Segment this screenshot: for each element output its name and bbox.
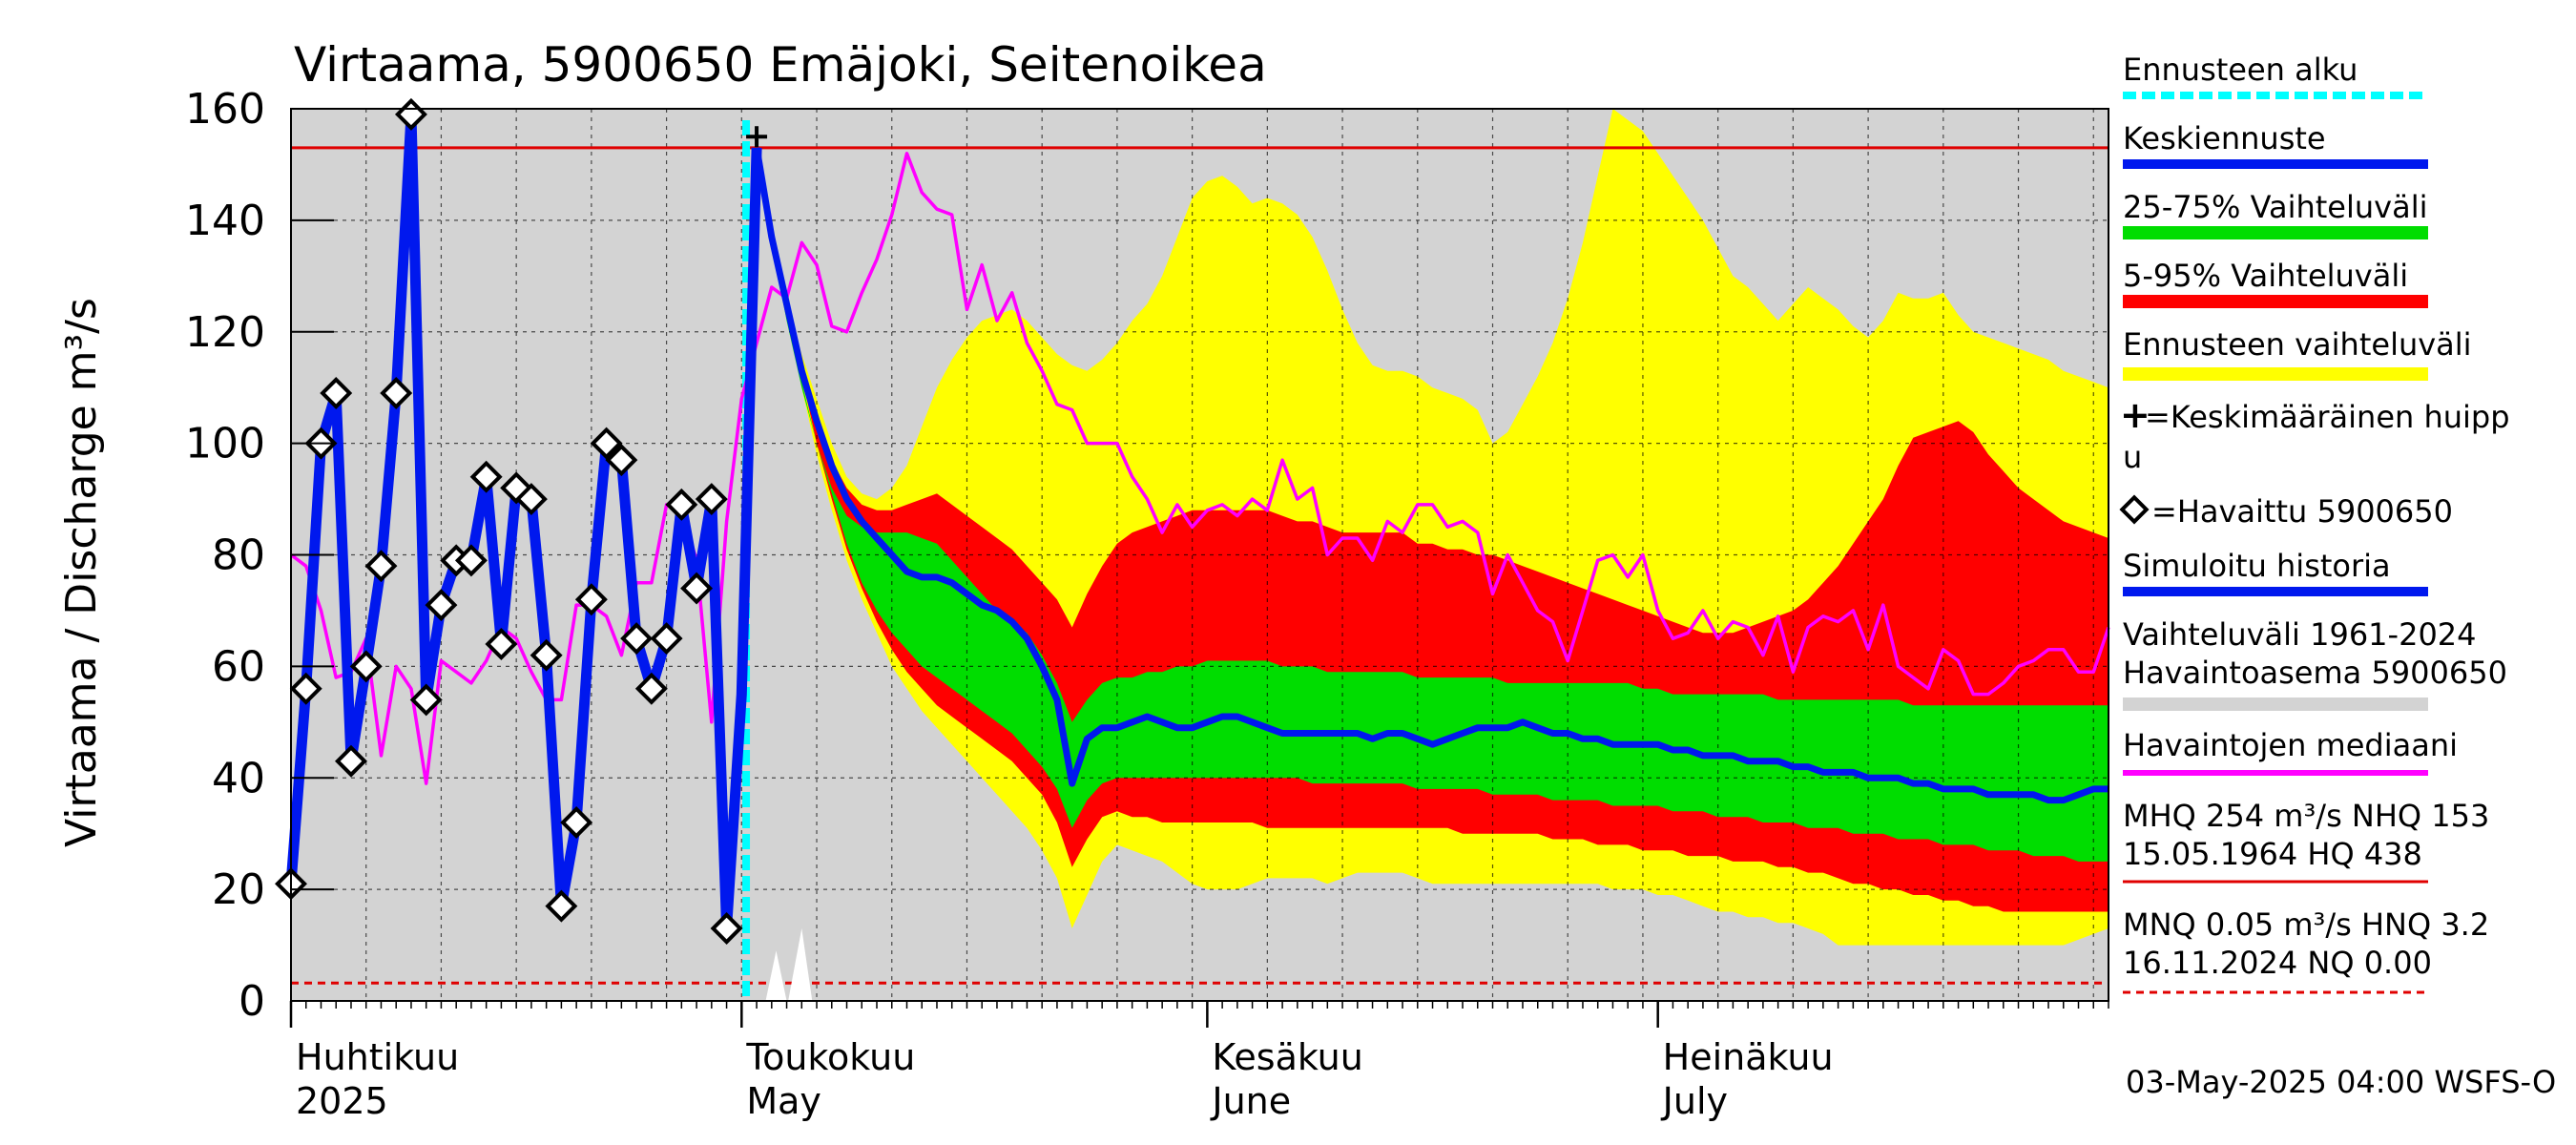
chart-title: Virtaama, 5900650 Emäjoki, Seitenoikea	[294, 37, 1267, 93]
observed-marker	[485, 628, 518, 660]
legend-stats-mnq: MNQ 0.05 m³/s HNQ 3.2	[2123, 906, 2489, 943]
mean-forecast-line	[753, 147, 2109, 804]
observed-marker	[335, 744, 367, 778]
legend-25-75-label: 25-75% Vaihteluväli	[2123, 189, 2427, 225]
observed-markers	[275, 97, 768, 946]
y-tick-label: 60	[212, 642, 265, 691]
legend-stats-nq: 16.11.2024 NQ 0.00	[2123, 945, 2432, 981]
y-tick-label: 80	[212, 531, 265, 580]
x-month-sublabel: July	[1661, 1080, 1728, 1122]
legend: Ennusteen alku Keskiennuste 25-75% Vaiht…	[2119, 52, 2510, 994]
observed-marker	[710, 912, 743, 946]
x-month-label: Heinäkuu	[1663, 1036, 1834, 1078]
x-month-label: Kesäkuu	[1212, 1036, 1363, 1078]
legend-stats-hq: 15.05.1964 HQ 438	[2123, 836, 2422, 872]
y-tick-label: 120	[185, 308, 265, 357]
observed-marker	[454, 544, 488, 577]
x-month-sublabel: June	[1210, 1080, 1291, 1122]
reference-lines	[291, 120, 2109, 1001]
legend-5-95-label: 5-95% Vaihteluväli	[2123, 258, 2408, 294]
observed-marker	[590, 427, 623, 460]
y-axis: 0 20 40 60 80 100 120 140 160	[185, 85, 334, 1026]
legend-median-label: Havaintojen mediaani	[2123, 727, 2458, 763]
y-tick-label: 100	[185, 420, 265, 468]
observed-marker	[469, 460, 503, 493]
x-month-sublabel: 2025	[296, 1080, 388, 1122]
legend-forecast-start-label: Ennusteen alku	[2123, 52, 2358, 88]
y-tick-label: 160	[185, 85, 265, 134]
y-tick-label: 0	[239, 977, 265, 1026]
white-spike	[765, 950, 787, 1001]
y-axis-label: Virtaama / Discharge m³/s	[57, 298, 106, 847]
observed-marker	[349, 650, 383, 683]
observed-marker	[530, 638, 563, 672]
legend-mean-peak-label: =Keskimääräinen huipp	[2145, 399, 2510, 435]
observed-marker	[560, 806, 593, 839]
y-tick-label: 20	[212, 865, 265, 914]
observed-marker	[364, 550, 398, 583]
y-tick-label: 40	[212, 754, 265, 802]
legend-observed-label: =Havaittu 5900650	[2151, 493, 2453, 530]
observed-marker	[680, 572, 714, 605]
observed-marker	[289, 672, 322, 705]
white-spike	[788, 928, 813, 1001]
observed-marker	[320, 377, 353, 410]
observed-marker	[574, 583, 608, 616]
observed-marker	[409, 683, 443, 717]
x-month-label: Toukokuu	[745, 1036, 915, 1078]
observed-marker	[695, 483, 728, 516]
x-month-sublabel: May	[746, 1080, 821, 1122]
legend-mean-peak-label-cont: u	[2123, 439, 2142, 475]
legend-stats-mhq: MHQ 254 m³/s NHQ 153	[2123, 798, 2489, 834]
observed-marker	[545, 889, 578, 923]
observed-marker	[650, 622, 683, 656]
observed-marker	[394, 97, 427, 131]
observed-marker	[665, 488, 698, 521]
observed-marker	[380, 377, 413, 410]
legend-history-range-label-2: Havaintoasema 5900650	[2123, 655, 2507, 691]
observed-marker	[620, 622, 654, 656]
observed-marker	[605, 444, 638, 477]
y-tick-label: 140	[185, 197, 265, 245]
legend-forecast-range-label: Ennusteen vaihteluväli	[2123, 326, 2472, 363]
footer-timestamp: 03-May-2025 04:00 WSFS-O	[2126, 1064, 2556, 1100]
x-month-label: Huhtikuu	[296, 1036, 459, 1078]
legend-mean-forecast-label: Keskiennuste	[2123, 120, 2326, 156]
legend-history-range-label: Vaihteluväli 1961-2024	[2123, 616, 2477, 653]
observed-marker	[425, 589, 458, 622]
legend-observed-icon	[2119, 494, 2150, 525]
legend-simulated-label: Simuloitu historia	[2123, 548, 2391, 584]
observed-marker	[514, 483, 548, 516]
legend-mean-peak-icon: +	[2120, 394, 2150, 436]
observed-marker	[634, 672, 668, 705]
